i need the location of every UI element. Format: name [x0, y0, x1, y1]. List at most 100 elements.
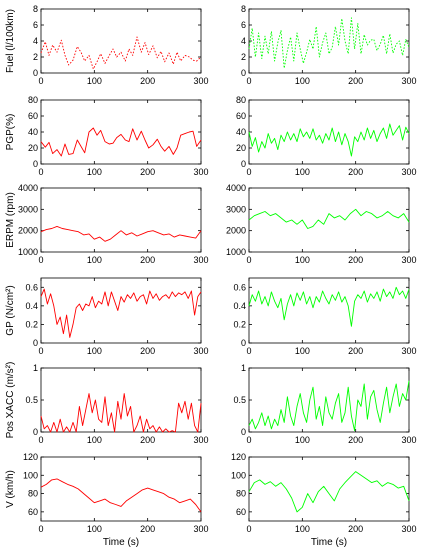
- panel-pgp-left: 0 20 40 60 80 0 100 200 300 PGP(%): [5, 95, 209, 177]
- x-tick-label: 100: [87, 435, 102, 445]
- x-tick-label: 300: [193, 346, 208, 356]
- x-tick-label: 0: [38, 346, 43, 356]
- panel-fuel-right: 0 2 4 6 8 0 100 200 300: [241, 4, 417, 86]
- x-tick-label: 100: [295, 435, 310, 445]
- plot-frame: [248, 8, 410, 74]
- y-tick-label: 60: [236, 507, 246, 517]
- y-tick-label: 0: [33, 427, 38, 437]
- x-tick-label: 100: [87, 76, 102, 86]
- x-tick-label: 0: [246, 524, 251, 534]
- y-axis-label: PGP(%): [5, 114, 16, 151]
- panel-v-left: 60 80 100 120 0 100 200 300 V (km/h): [5, 452, 209, 534]
- x-tick-label: 200: [140, 167, 155, 177]
- panel-fuel-left: 0 2 4 6 8 0 100 200 300 Fuel (l/100km): [5, 4, 209, 86]
- x-tick-label: 200: [140, 255, 155, 265]
- y-tick-label: 100: [23, 470, 38, 480]
- y-tick-label: 0: [241, 427, 246, 437]
- x-tick-label: 0: [38, 524, 43, 534]
- y-tick-label: 1: [241, 363, 246, 373]
- x-axis-label-left: Time (s): [103, 537, 139, 548]
- x-tick-label: 0: [246, 167, 251, 177]
- y-tick-label: 20: [236, 143, 246, 153]
- y-tick-label: 8: [33, 4, 38, 14]
- x-tick-label: 100: [295, 167, 310, 177]
- x-tick-label: 100: [295, 76, 310, 86]
- y-tick-label: 100: [231, 470, 246, 480]
- x-tick-label: 300: [193, 435, 208, 445]
- x-tick-label: 200: [140, 76, 155, 86]
- series-line: [40, 478, 202, 513]
- x-tick-label: 100: [295, 255, 310, 265]
- panel-posxacc-right: 0 0.5 1 0 100 200 300: [233, 363, 416, 445]
- x-tick-label: 200: [348, 524, 363, 534]
- plot-frame: [248, 367, 410, 433]
- plot-frame: [40, 99, 202, 165]
- y-tick-label: 3000: [226, 204, 246, 214]
- x-tick-label: 300: [401, 346, 416, 356]
- x-tick-label: 200: [348, 255, 363, 265]
- y-tick-label: 0: [241, 338, 246, 348]
- y-tick-label: 120: [23, 452, 38, 462]
- plot-frame: [248, 277, 410, 344]
- series-line: [248, 286, 410, 327]
- x-tick-label: 300: [401, 167, 416, 177]
- x-tick-label: 0: [246, 255, 251, 265]
- plot-frame: [40, 277, 202, 344]
- y-tick-label: 4000: [226, 183, 246, 193]
- x-tick-label: 0: [246, 76, 251, 86]
- x-tick-label: 100: [87, 255, 102, 265]
- y-axis-label: Fuel (l/100km): [5, 9, 16, 73]
- x-tick-label: 0: [246, 346, 251, 356]
- y-tick-label: 0.6: [233, 282, 246, 292]
- y-tick-label: 80: [28, 95, 38, 105]
- x-tick-label: 200: [140, 435, 155, 445]
- y-tick-label: 20: [28, 143, 38, 153]
- y-tick-label: 80: [236, 489, 246, 499]
- y-tick-label: 3000: [18, 204, 38, 214]
- series-line: [40, 225, 202, 242]
- x-tick-label: 0: [38, 255, 43, 265]
- y-axis-label: V (km/h): [5, 470, 16, 508]
- y-tick-label: 80: [236, 95, 246, 105]
- y-axis-label: ERPM (rpm): [5, 192, 16, 248]
- y-tick-label: 2000: [226, 226, 246, 236]
- y-tick-label: 4: [33, 36, 38, 46]
- plot-frame: [40, 367, 202, 433]
- y-tick-label: 60: [236, 111, 246, 121]
- y-tick-label: 0: [33, 68, 38, 78]
- series-line: [248, 380, 410, 432]
- y-tick-label: 40: [28, 127, 38, 137]
- y-tick-label: 4000: [18, 183, 38, 193]
- x-tick-label: 300: [193, 76, 208, 86]
- y-tick-label: 0.5: [233, 395, 246, 405]
- x-tick-label: 0: [246, 435, 251, 445]
- plot-frame: [40, 456, 202, 522]
- y-tick-label: 1000: [226, 247, 246, 257]
- y-tick-label: 4: [241, 36, 246, 46]
- y-tick-label: 40: [236, 127, 246, 137]
- y-tick-label: 60: [28, 111, 38, 121]
- series-line: [248, 17, 410, 69]
- series-line: [248, 123, 410, 157]
- x-tick-label: 200: [348, 435, 363, 445]
- y-tick-label: 80: [28, 489, 38, 499]
- y-tick-label: 2000: [18, 226, 38, 236]
- x-tick-label: 100: [295, 524, 310, 534]
- panel-gp-left: 0 0.2 0.4 0.6 0 100 200 300 GP (N/cm²): [5, 277, 209, 356]
- y-tick-label: 6: [33, 20, 38, 30]
- x-tick-label: 200: [348, 76, 363, 86]
- y-tick-label: 120: [231, 452, 246, 462]
- x-tick-label: 300: [401, 524, 416, 534]
- series-line: [40, 288, 202, 338]
- x-tick-label: 100: [87, 346, 102, 356]
- x-tick-label: 200: [140, 346, 155, 356]
- y-tick-label: 0: [33, 159, 38, 169]
- series-line: [40, 393, 202, 433]
- plot-frame: [40, 8, 202, 74]
- x-tick-label: 200: [348, 346, 363, 356]
- x-tick-label: 200: [140, 524, 155, 534]
- plot-frame: [248, 99, 410, 165]
- x-tick-label: 300: [401, 435, 416, 445]
